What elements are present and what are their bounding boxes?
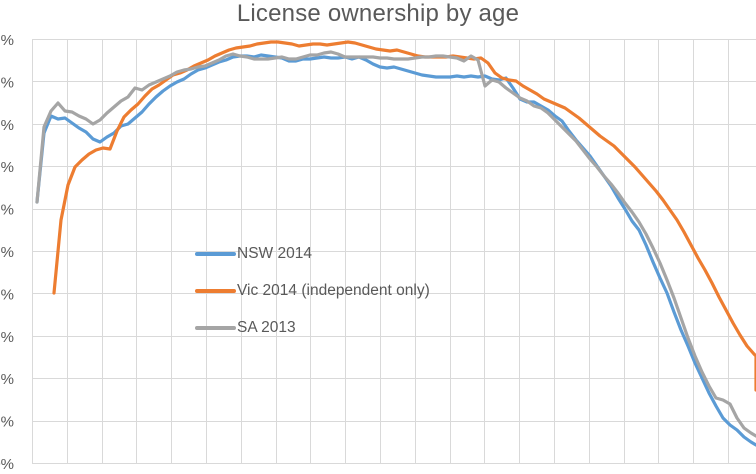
y-tick-label: 100% — [0, 32, 14, 49]
chart-title: License ownership by age — [236, 0, 520, 27]
legend-label-vic: Vic 2014 (independent only) — [237, 281, 430, 299]
y-tick-label: 90% — [0, 74, 14, 91]
data-series — [35, 40, 756, 447]
y-tick-label: 10% — [0, 414, 14, 431]
legend-item-sa: SA 2013 — [195, 309, 430, 346]
y-tick-label: 20% — [0, 371, 14, 388]
y-tick-label: 40% — [0, 286, 14, 303]
series-line-2 — [35, 50, 756, 438]
legend-swatch-nsw — [195, 251, 236, 256]
vertical-gridlines — [32, 39, 729, 463]
y-tick-label: 60% — [0, 202, 14, 219]
legend-swatch-vic — [195, 288, 236, 293]
y-tick-label: 70% — [0, 159, 14, 176]
legend-item-vic: Vic 2014 (independent only) — [195, 272, 430, 309]
series-line-0 — [35, 53, 756, 447]
y-axis-labels: 100% 90% 80% 70% 60% 50% 40% 30% 20% 10% 0% — [0, 32, 14, 473]
legend-label-sa: SA 2013 — [237, 318, 296, 336]
legend-label-nsw: NSW 2014 — [237, 244, 312, 262]
chart-legend: NSW 2014 Vic 2014 (independent only) SA … — [195, 235, 430, 346]
y-tick-label: 50% — [0, 244, 14, 261]
horizontal-gridlines — [32, 39, 756, 464]
legend-item-nsw: NSW 2014 — [195, 235, 430, 272]
legend-swatch-sa — [195, 325, 236, 330]
y-tick-label: 0% — [0, 456, 14, 473]
y-tick-label: 30% — [0, 329, 14, 346]
y-tick-label: 80% — [0, 117, 14, 134]
